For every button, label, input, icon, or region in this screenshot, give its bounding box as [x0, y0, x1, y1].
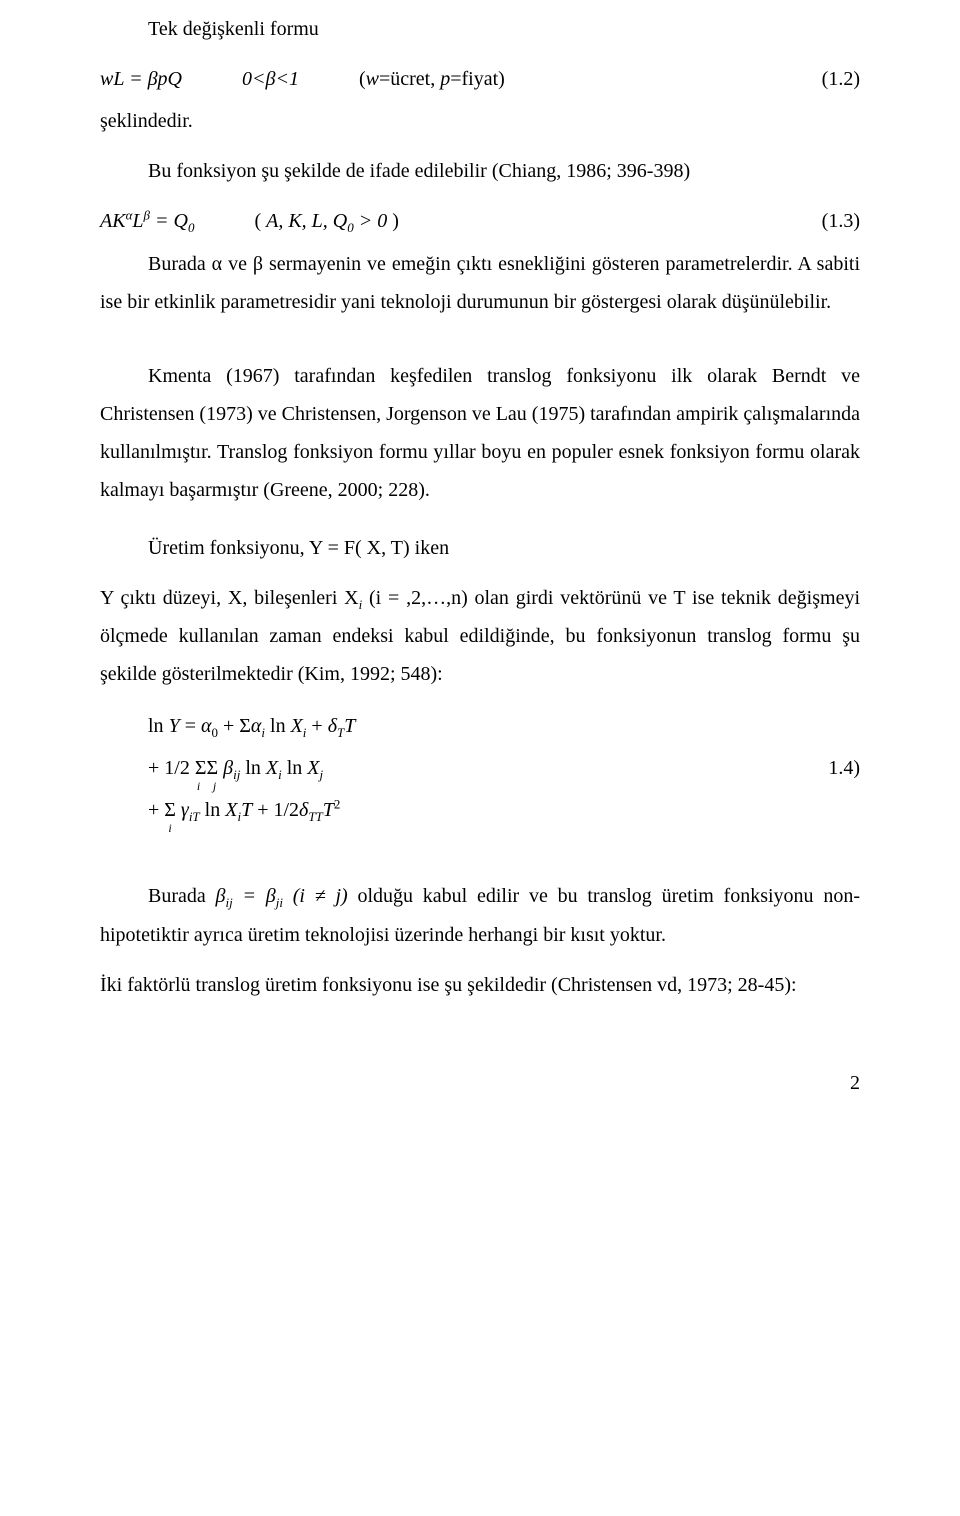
section3-para2-intro: Üretim fonksiyonu, Y = F( X, T) iken [100, 529, 860, 567]
equation-1-4: ln Y = α0 + Σαi ln Xi + δTT + 1/2 ΣΣij β… [148, 705, 860, 831]
section2-paragraph: Burada α ve β sermayenin ve emeğin çıktı… [100, 245, 860, 321]
eq12-paren: (w=ücret, p=fiyat) [359, 60, 505, 98]
eq12-number: (1.2) [822, 60, 860, 98]
eq12-mid: 0<β<1 [242, 60, 299, 98]
eq13-left: AKαLβ = Q0 [100, 202, 194, 241]
section1-heading: Tek değişkenli formu [100, 10, 860, 48]
section1-close: şeklindedir. [100, 102, 860, 140]
section3-para1: Kmenta (1967) tarafından keşfedilen tran… [100, 357, 860, 509]
section4-para2: İki faktörlü translog üretim fonksiyonu … [100, 966, 860, 1004]
eq13-number: (1.3) [822, 202, 860, 240]
section2-intro: Bu fonksiyon şu şekilde de ifade edilebi… [100, 152, 860, 190]
section4-para1: Burada βij = βji (i ≠ j) olduğu kabul ed… [100, 877, 860, 954]
page-number: 2 [100, 1064, 860, 1102]
eq14-line2: + 1/2 ΣΣij βij ln Xi ln Xj [148, 747, 323, 789]
equation-1-3: AKαLβ = Q0 ( A, K, L, Q0 > 0 ) (1.3) [100, 202, 860, 241]
eq12-left: wL = βpQ [100, 60, 182, 98]
eq14-number: 1.4) [828, 749, 860, 787]
eq13-paren: ( A, K, L, Q0 > 0 ) [254, 202, 398, 241]
section3-para2-body: Y çıktı düzeyi, X, bileşenleri Xi (i = ,… [100, 579, 860, 694]
eq14-line3: + Σi γiT ln XiT + 1/2δTTT2 [148, 789, 860, 831]
eq14-line1: ln Y = α0 + Σαi ln Xi + δTT [148, 705, 860, 747]
equation-1-2: wL = βpQ 0<β<1 (w=ücret, p=fiyat) (1.2) [100, 60, 860, 98]
